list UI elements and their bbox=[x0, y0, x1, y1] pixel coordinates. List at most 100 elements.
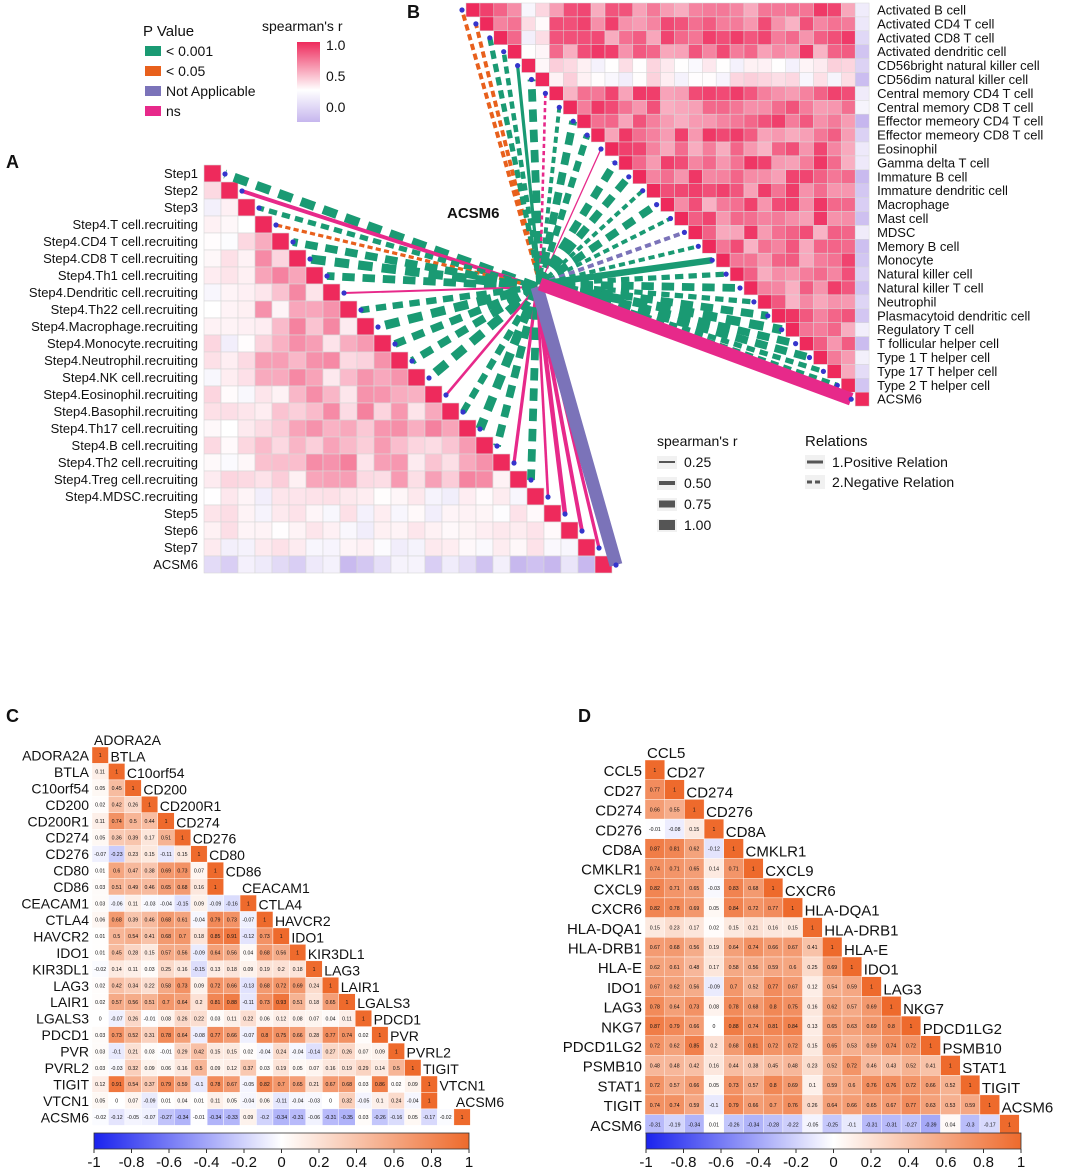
cell-value: 0.03 bbox=[95, 885, 105, 891]
heatmap-cell bbox=[632, 155, 647, 171]
heatmap-cell bbox=[688, 2, 703, 18]
link-endpoint bbox=[584, 132, 590, 138]
heatmap-cell bbox=[854, 252, 870, 268]
heatmap-cell bbox=[356, 504, 375, 523]
cell-value: 0.23 bbox=[807, 1063, 817, 1069]
heatmap-cell bbox=[729, 44, 745, 59]
heatmap-cell bbox=[305, 487, 324, 506]
heatmap-cell bbox=[841, 44, 856, 59]
heatmap-cell bbox=[254, 487, 273, 506]
cell-value: 0.64 bbox=[177, 1033, 187, 1039]
cell-value: 0.18 bbox=[293, 967, 303, 973]
cell-value: 0.78 bbox=[161, 1033, 171, 1039]
heatmap-cell bbox=[827, 155, 842, 171]
heatmap-cell bbox=[771, 308, 786, 323]
cell-value: 0.72 bbox=[788, 1044, 798, 1050]
heatmap-cell bbox=[827, 364, 842, 379]
cell-value: -0.04 bbox=[292, 1099, 304, 1105]
cell-value: 1 bbox=[181, 835, 184, 841]
heatmap-cell bbox=[475, 487, 494, 506]
heatmap-cell bbox=[424, 470, 443, 489]
heatmap-cell bbox=[841, 280, 856, 296]
cell-value: 0 bbox=[713, 1024, 716, 1030]
heatmap-cell bbox=[688, 155, 703, 171]
heatmap-cell bbox=[424, 504, 443, 523]
cell-value: 0.53 bbox=[847, 1044, 857, 1050]
heatmap-cell bbox=[743, 2, 759, 18]
heatmap-cell bbox=[785, 197, 800, 212]
cell-value: -0.04 bbox=[193, 918, 205, 924]
heatmap-cell bbox=[220, 504, 239, 523]
cell-value: 0.1 bbox=[376, 1099, 383, 1105]
spearman-color-title: spearman's r bbox=[262, 18, 343, 34]
link-endpoint bbox=[751, 299, 757, 305]
link-endpoint bbox=[681, 229, 688, 235]
row-label: Step4.CD8 T cell.recruiting bbox=[43, 251, 198, 266]
cell-value: 0.05 bbox=[293, 1066, 303, 1072]
cell-value: 0.75 bbox=[276, 1033, 286, 1039]
relation-label-1: 1.Positive Relation bbox=[832, 454, 948, 470]
row-label: Effector memeory CD8 T cell bbox=[877, 128, 1043, 143]
heatmap-cell bbox=[799, 266, 814, 282]
cell-value: 1 bbox=[99, 753, 102, 759]
cell-value: 0.17 bbox=[689, 925, 699, 931]
heatmap-cell bbox=[618, 127, 634, 143]
heatmap-cell bbox=[688, 72, 703, 87]
heatmap-cell bbox=[590, 86, 606, 101]
cell-value: 0.74 bbox=[650, 1103, 660, 1109]
column-label: CD86 bbox=[226, 864, 262, 880]
cell-value: 0.62 bbox=[689, 847, 699, 853]
row-label: Step4.Monocyte.recruiting bbox=[47, 336, 198, 351]
heatmap-cell bbox=[390, 351, 409, 370]
row-label: PVR bbox=[60, 1044, 89, 1060]
cell-value: 0.68 bbox=[729, 1044, 739, 1050]
cell-value: 0.65 bbox=[827, 1024, 837, 1030]
cell-value: 0.12 bbox=[807, 985, 817, 991]
row-label: Monocyte bbox=[877, 253, 933, 268]
cell-value: 1 bbox=[772, 886, 775, 892]
heatmap-cell bbox=[492, 504, 511, 523]
heatmap-cell bbox=[646, 86, 661, 101]
row-label: Eosinophil bbox=[877, 142, 937, 157]
column-label: CD200R1 bbox=[160, 798, 222, 814]
correlation-link bbox=[309, 254, 538, 292]
heatmap-cell bbox=[646, 183, 661, 198]
colorbar-tick-label: 0.6 bbox=[384, 1154, 405, 1171]
heatmap-cell bbox=[632, 141, 647, 157]
row-label: Memory B cell bbox=[877, 239, 959, 254]
heatmap-cell bbox=[254, 249, 273, 268]
heatmap-cell bbox=[322, 555, 341, 574]
cell-value: -0.06 bbox=[111, 901, 123, 907]
cell-value: 0.79 bbox=[669, 1024, 679, 1030]
heatmap-cell bbox=[702, 44, 717, 59]
heatmap-cell bbox=[390, 487, 409, 506]
cell-value: 0.56 bbox=[177, 951, 187, 957]
heatmap-cell bbox=[743, 183, 759, 198]
heatmap-cell bbox=[220, 368, 239, 387]
cell-value: 0.5 bbox=[195, 1066, 202, 1072]
heatmap-cell bbox=[813, 211, 828, 226]
heatmap-cell bbox=[390, 504, 409, 523]
heatmap-cell bbox=[702, 211, 717, 226]
heatmap-cell bbox=[771, 155, 786, 171]
cell-value: 0.67 bbox=[886, 1103, 896, 1109]
heatmap-cell bbox=[715, 211, 731, 226]
cell-value: 0.72 bbox=[650, 1083, 660, 1089]
heatmap-cell bbox=[799, 100, 814, 115]
heatmap-cell bbox=[827, 211, 842, 226]
cell-value: 0.34 bbox=[128, 984, 138, 990]
heatmap-cell bbox=[729, 252, 745, 268]
hub-label: ACSM6 bbox=[447, 205, 500, 222]
heatmap-cell bbox=[813, 141, 828, 157]
cell-value: 0.52 bbox=[748, 985, 758, 991]
column-label: ACSM6 bbox=[1002, 1100, 1054, 1117]
cell-value: -0.12 bbox=[242, 934, 254, 940]
heatmap-cell bbox=[757, 113, 773, 129]
heatmap-cell bbox=[356, 334, 375, 353]
heatmap-cell bbox=[237, 470, 256, 489]
cell-value: 0.39 bbox=[128, 835, 138, 841]
link-endpoint bbox=[273, 222, 279, 228]
cell-value: 0.72 bbox=[906, 1044, 916, 1050]
row-label: HLA-E bbox=[598, 960, 642, 977]
heatmap-cell bbox=[356, 453, 375, 472]
